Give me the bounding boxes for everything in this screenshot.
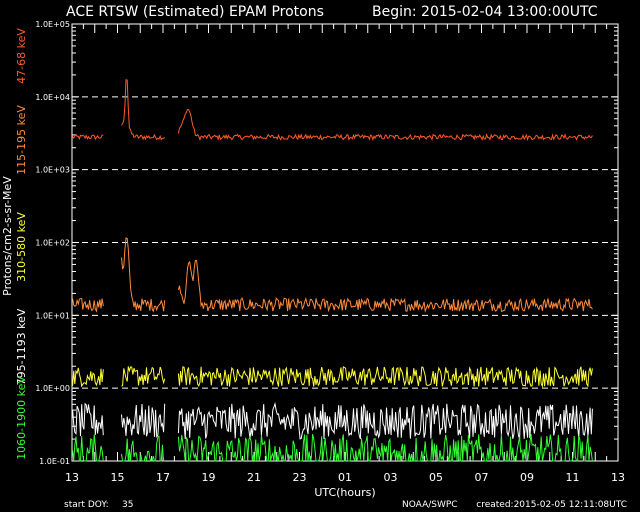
y-tick-label: 1.0E+03 — [35, 166, 70, 175]
x-tick-label: 17 — [156, 471, 170, 484]
legend-labels: 47-68 keV 115-195 keV 310-580 keV 795-1193 … — [15, 28, 28, 460]
x-tick-label: 03 — [384, 471, 398, 484]
y-tick-label: 1.0E+01 — [35, 311, 70, 320]
legend-label: 795-1193 keV — [15, 308, 28, 385]
y-tick-label: 1.0E-01 — [39, 457, 70, 466]
x-tick-label: 21 — [247, 471, 261, 484]
series-line — [72, 366, 593, 389]
begin-time-label: Begin: 2015-02-04 13:00:00UTC — [372, 4, 598, 20]
series-line — [72, 401, 593, 440]
y-tick-label: 1.0E+05 — [35, 20, 70, 29]
x-tick-label: 23 — [293, 471, 307, 484]
x-axis-ticks: 13 15 17 19 21 23 01 03 05 07 09 11 13 — [65, 24, 625, 484]
x-tick-label: 11 — [566, 471, 580, 484]
series-line — [72, 79, 593, 142]
x-tick-label: 13 — [65, 471, 79, 484]
x-tick-label: 09 — [520, 471, 534, 484]
source-label: NOAA/SWPC — [402, 500, 458, 510]
y-axis-label: Protons/cm2-s-sr-MeV — [1, 176, 14, 296]
chart-title: ACE RTSW (Estimated) EPAM Protons — [66, 4, 324, 20]
start-doy-label: start DOY: — [64, 500, 109, 510]
x-tick-label: 01 — [338, 471, 352, 484]
y-tick-label: 1.0E+02 — [35, 239, 70, 248]
legend-label: 115-195 keV — [15, 105, 28, 175]
x-tick-label: 19 — [202, 471, 216, 484]
y-tick-label: 1.0E+04 — [35, 93, 70, 102]
series-line — [72, 237, 593, 313]
series-line — [72, 433, 593, 463]
start-doy-value: 35 — [122, 500, 133, 510]
y-axis-ticks: 1.0E-01 1.0E+00 1.0E+01 1.0E+02 1.0E+03 1.0E+… — [35, 20, 618, 466]
created-timestamp: created:2015-02-05 12:11:08UTC — [476, 500, 627, 510]
series-group — [72, 79, 593, 463]
x-tick-label: 07 — [475, 471, 489, 484]
y-tick-label: 1.0E+00 — [35, 384, 70, 393]
x-axis-label: UTC(hours) — [314, 486, 375, 499]
x-tick-label: 13 — [611, 471, 625, 484]
legend-label: 1060-1900 keV — [15, 376, 28, 460]
x-tick-label: 15 — [111, 471, 125, 484]
legend-label: 47-68 keV — [15, 28, 28, 84]
x-tick-label: 05 — [429, 471, 443, 484]
legend-label: 310-580 keV — [15, 212, 28, 282]
grid-lines — [72, 96, 618, 389]
